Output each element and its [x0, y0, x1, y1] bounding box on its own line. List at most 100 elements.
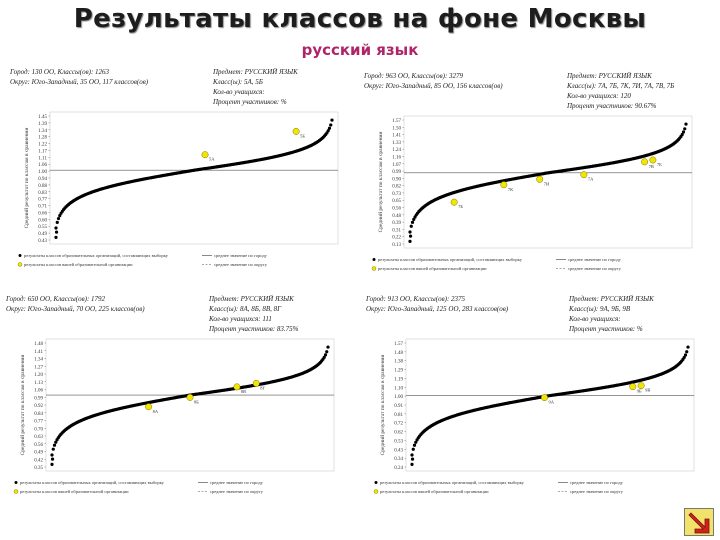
y-tick-label: 0.91	[394, 404, 403, 409]
highlight-class-label: 7И	[544, 181, 550, 186]
y-tick-label: 1.45	[38, 115, 47, 120]
y-tick-label: 0.31	[392, 228, 401, 233]
legend-label: среднее значение по городу	[214, 253, 268, 258]
highlight-class-label: 7В	[649, 164, 654, 169]
class-point	[327, 126, 332, 130]
class-point	[54, 226, 58, 230]
y-tick-label: 1.00	[38, 170, 47, 175]
y-tick-label: 1.07	[392, 163, 401, 168]
panel-info-right: Класс(ы): 5А, 5Б	[213, 78, 263, 86]
class-point	[58, 214, 62, 218]
class-point	[684, 122, 688, 126]
legend-label: результаты классов образовательных орган…	[24, 253, 169, 259]
highlight-class-label: 5А	[209, 157, 215, 162]
y-tick-label: 0.24	[394, 466, 403, 471]
class-point	[323, 353, 328, 357]
y-tick-label: 0.71	[38, 205, 47, 210]
class-point	[412, 443, 417, 447]
y-tick-label: 0.39	[392, 221, 401, 226]
next-slide-button[interactable]	[684, 508, 714, 536]
highlight-class-label: 7К	[508, 187, 514, 192]
legend-label: результаты классов вашей образовательной…	[20, 489, 129, 494]
y-tick-label: 1.41	[392, 134, 401, 139]
y-tick-label: 0.13	[392, 243, 401, 248]
legend-label: результаты классов вашей образовательной…	[378, 266, 487, 271]
class-point	[330, 118, 334, 122]
class-point	[408, 239, 412, 243]
y-tick-label: 0.43	[394, 448, 403, 453]
legend-label: среднее значение по городу	[570, 480, 624, 485]
chart-panel-8: Город: 650 ОО, Классы(ов): 1792 Округ: Юг…	[4, 293, 349, 518]
class-point	[326, 129, 330, 133]
all-classes-points	[408, 122, 688, 243]
y-tick-label: 0.65	[392, 199, 401, 204]
y-tick-label: 1.11	[38, 156, 47, 161]
highlight-class-label: 8В	[241, 389, 246, 394]
panel-info-right: Процент участников: 83.75%	[209, 325, 299, 333]
panel-info-left: Округ: Юго-Западный, 35 ОО, 117 классов(…	[10, 78, 149, 86]
class-point	[54, 440, 58, 444]
y-tick-label: 1.24	[392, 148, 401, 153]
y-tick-label: 0.72	[394, 422, 403, 427]
panel-info-right: Процент участников: %	[213, 98, 287, 106]
highlight-class-label: 9В	[645, 388, 650, 393]
highlight-class-label: 9А	[548, 400, 554, 405]
legend-marker-yours	[373, 489, 379, 494]
legend-label: результаты классов образовательных орган…	[380, 480, 525, 486]
chart-panel-9: Город: 913 ОО, Классы(ов): 2375 Округ: Юг…	[364, 293, 709, 518]
y-tick-label: 0.56	[34, 443, 43, 448]
y-tick-label: 1.10	[394, 386, 403, 391]
legend-label: среднее значение по округу	[210, 489, 264, 494]
legend-label: среднее значение по городу	[568, 257, 622, 262]
highlight-class-point	[292, 127, 300, 135]
panel-info-left: Город: 130 ОО, Классы(ов): 1263	[10, 68, 110, 76]
y-tick-label: 0.99	[34, 396, 43, 401]
y-tick-label: 1.38	[394, 360, 403, 365]
panel-info-right: Процент участников: %	[569, 325, 643, 333]
class-point	[52, 443, 57, 447]
all-classes-points	[54, 118, 334, 239]
class-point	[410, 453, 414, 457]
y-tick-label: 1.48	[34, 342, 43, 347]
panel-info-right: Кол-во учащихся:	[569, 315, 621, 323]
y-tick-label: 1.17	[38, 149, 47, 154]
y-tick-label: 1.33	[392, 141, 401, 146]
class-point	[681, 130, 686, 134]
highlight-class-point	[649, 156, 657, 164]
class-point	[682, 355, 686, 360]
y-tick-label: 1.34	[34, 358, 43, 363]
highlight-class-point	[629, 383, 637, 391]
all-classes-points	[50, 345, 330, 466]
chart-svg: 1.48 1.41 1.34 1.27 1.20 1.13 1.06 0.99 0.92 0.84…	[13, 338, 335, 494]
class-point	[56, 216, 61, 221]
y-axis-label: Средний результат по классам в сравнении	[23, 128, 30, 229]
y-tick-label: 0.22	[392, 236, 401, 241]
class-point	[680, 132, 684, 137]
y-tick-label: 0.81	[394, 413, 403, 418]
class-point	[322, 355, 326, 359]
legend-label: среднее значение по округу	[214, 262, 268, 267]
y-tick-label: 1.28	[38, 136, 47, 141]
class-point	[410, 462, 414, 466]
y-axis-label: Средний результат по классам в сравнении	[19, 355, 26, 456]
y-tick-label: 0.83	[38, 191, 47, 196]
legend-label: результаты классов вашей образовательной…	[24, 262, 133, 267]
y-tick-label: 1.27	[34, 365, 43, 370]
y-tick-label: 1.06	[38, 163, 47, 168]
highlight-class-point	[252, 379, 260, 387]
y-tick-label: 0.35	[34, 466, 43, 471]
panel-info-right: Класс(ы): 7А, 7Б, 7К, 7И, 7А, 7В, 7Б	[567, 82, 675, 90]
legend-marker-all	[374, 481, 378, 484]
panel-info-left: Округ: Юго-Западный, 85 ОО, 156 классов(…	[364, 82, 503, 90]
panel-info-right: Предмет: РУССКИЙ ЯЗЫК	[209, 295, 294, 303]
y-tick-label: 1.16	[392, 155, 401, 160]
legend-marker-yours	[13, 489, 19, 494]
y-tick-label: 0.66	[38, 211, 47, 216]
panel-info-left: Город: 650 ОО, Классы(ов): 1792	[6, 295, 106, 303]
highlight-class-point	[233, 383, 241, 391]
y-tick-label: 0.56	[392, 207, 401, 212]
class-point	[408, 234, 413, 238]
panel-info-right: Класс(ы): 9А, 9Б, 9В	[569, 305, 631, 313]
class-point	[683, 353, 688, 357]
highlight-class-point	[536, 175, 544, 183]
